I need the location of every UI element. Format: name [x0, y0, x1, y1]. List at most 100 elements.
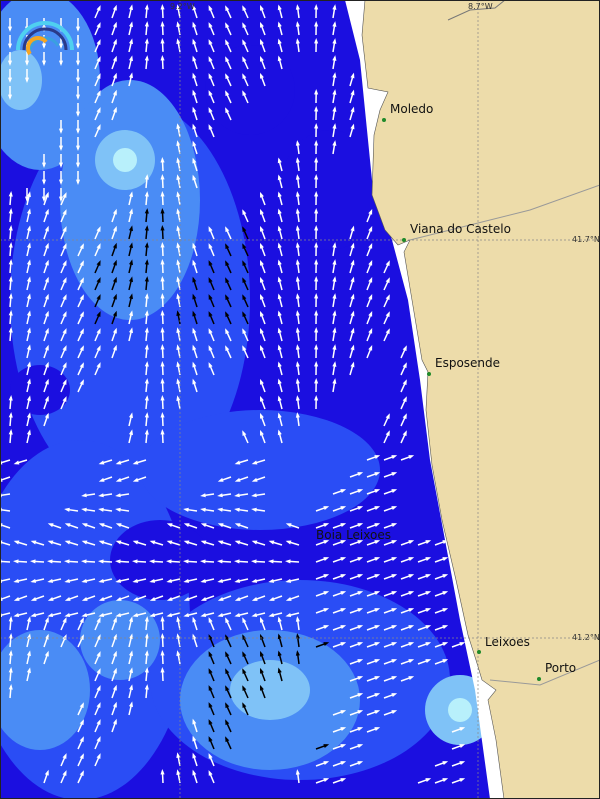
current-direction-arrow [332, 259, 337, 274]
current-direction-arrow [400, 396, 407, 410]
place-marker[interactable] [477, 650, 481, 654]
current-direction-arrow [98, 523, 113, 529]
place-marker[interactable] [537, 677, 541, 681]
place-label-viana-do-castelo[interactable]: Viana do Castelo [410, 222, 511, 236]
place-label-boia-leixoes[interactable]: Boia Leixoes [316, 528, 391, 542]
current-direction-arrow [217, 523, 232, 529]
current-direction-arrow [111, 242, 117, 257]
current-direction-arrow [144, 378, 149, 393]
current-direction-arrow [242, 243, 249, 257]
current-direction-arrow [383, 523, 398, 529]
current-direction-arrow [160, 361, 165, 376]
current-direction-arrow [315, 608, 330, 614]
current-direction-arrow [160, 616, 165, 631]
current-direction-arrow [332, 293, 337, 308]
current-direction-arrow [128, 429, 133, 444]
current-direction-arrow [315, 523, 330, 529]
current-direction-arrow [8, 293, 13, 308]
current-direction-arrow [176, 310, 181, 325]
current-direction-arrow [183, 507, 198, 512]
current-direction-arrow [144, 412, 149, 427]
current-direction-arrow [128, 191, 133, 206]
current-direction-arrow [260, 225, 266, 240]
current-direction-arrow [8, 650, 13, 665]
current-direction-arrow [64, 523, 79, 529]
current-direction-arrow [234, 578, 249, 583]
current-direction-arrow [111, 259, 117, 274]
current-direction-arrow [200, 540, 215, 546]
current-direction-arrow [111, 718, 117, 733]
current-direction-arrow [277, 412, 283, 427]
current-direction-arrow [400, 379, 407, 393]
place-label-porto[interactable]: Porto [545, 661, 577, 675]
current-direction-arrow [77, 753, 84, 767]
current-direction-arrow [349, 676, 364, 682]
current-direction-arrow [64, 595, 79, 601]
current-direction-arrow [115, 523, 130, 529]
current-direction-arrow [94, 753, 101, 767]
current-direction-arrow [234, 493, 249, 498]
current-direction-arrow [26, 259, 31, 274]
current-direction-arrow [176, 4, 181, 19]
current-direction-arrow [132, 459, 147, 465]
current-direction-arrow [144, 429, 149, 444]
current-direction-arrow [128, 667, 133, 682]
contour-region [448, 698, 472, 722]
current-direction-arrow [208, 226, 215, 240]
current-direction-arrow [183, 578, 198, 583]
current-direction-arrow [176, 752, 181, 767]
current-direction-arrow [383, 676, 398, 682]
current-direction-arrow [43, 191, 49, 206]
current-direction-arrow [94, 345, 101, 359]
current-direction-arrow [94, 736, 101, 750]
current-direction-arrow [260, 208, 266, 223]
place-marker[interactable] [402, 238, 406, 242]
current-direction-arrow [8, 429, 13, 444]
current-direction-arrow [277, 327, 283, 342]
current-direction-arrow [144, 633, 149, 648]
current-direction-arrow [332, 276, 337, 291]
current-direction-arrow [176, 140, 181, 155]
current-direction-arrow [225, 277, 232, 291]
current-direction-arrow [268, 578, 283, 583]
current-direction-arrow [434, 608, 449, 614]
current-direction-arrow [43, 769, 49, 784]
current-direction-arrow [225, 39, 232, 53]
current-direction-arrow [314, 106, 319, 121]
current-direction-arrow [260, 327, 266, 342]
current-direction-arrow [383, 608, 398, 614]
current-direction-arrow [176, 293, 181, 308]
current-direction-arrow [332, 242, 337, 257]
current-direction-arrow [332, 361, 337, 376]
current-direction-arrow [192, 4, 198, 19]
current-direction-arrow [400, 659, 415, 665]
current-direction-arrow [183, 559, 198, 564]
current-direction-arrow [234, 540, 249, 546]
current-direction-arrow [208, 328, 215, 342]
current-direction-arrow [417, 778, 432, 784]
current-direction-arrow [43, 276, 49, 291]
current-direction-arrow [160, 667, 165, 682]
current-direction-arrow [242, 22, 249, 36]
current-direction-arrow [26, 293, 31, 308]
current-direction-arrow [260, 21, 266, 36]
current-direction-arrow [260, 293, 266, 308]
current-direction-arrow [349, 523, 364, 529]
current-direction-arrow [111, 208, 117, 223]
river [409, 184, 600, 241]
place-marker[interactable] [382, 118, 386, 122]
current-direction-arrow [144, 650, 149, 665]
current-direction-arrow [260, 616, 266, 631]
current-direction-arrow [166, 523, 181, 529]
current-direction-arrow [332, 710, 347, 716]
place-marker[interactable] [427, 372, 431, 376]
current-direction-arrow [260, 38, 266, 53]
current-direction-arrow [77, 328, 84, 342]
current-direction-arrow [332, 310, 337, 325]
current-direction-arrow [144, 225, 149, 240]
current-direction-arrow [128, 616, 133, 631]
place-label-esposende[interactable]: Esposende [435, 356, 501, 370]
place-label-moledo[interactable]: Moledo [390, 102, 434, 116]
place-label-leixoes[interactable]: Leixoes [485, 635, 530, 649]
